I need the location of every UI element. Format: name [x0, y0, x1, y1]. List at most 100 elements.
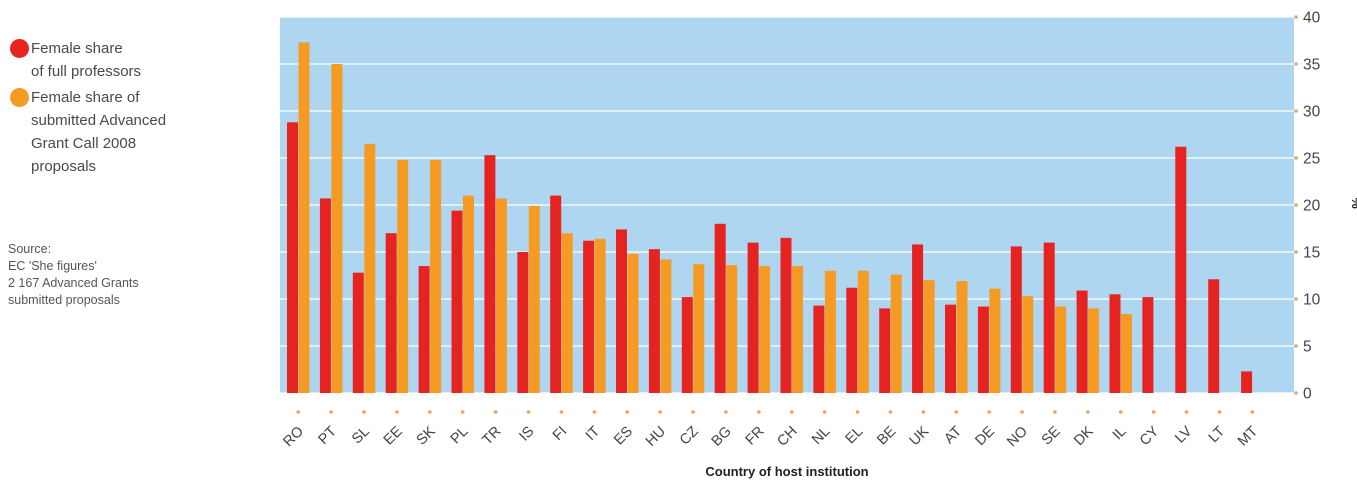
- x-tick-dot: [428, 410, 432, 414]
- x-tick-label: IL: [1110, 424, 1130, 444]
- bar-professors-pt: [319, 198, 331, 393]
- x-tick-label: BG: [709, 424, 735, 450]
- bar-professors-lv: [1175, 146, 1187, 393]
- legend-item-professors: Female share of full professors: [8, 37, 208, 83]
- y-tick-dot: [1294, 297, 1298, 301]
- bar-proposals-el: [857, 270, 869, 393]
- y-tick-dot: [1294, 156, 1298, 160]
- bar-professors-is: [517, 252, 529, 393]
- bar-professors-hu: [648, 249, 660, 393]
- y-tick-dot: [1294, 344, 1298, 348]
- bar-professors-de: [977, 306, 989, 393]
- y-tick-label: 5: [1303, 339, 1312, 356]
- y-tick-dot: [1294, 62, 1298, 66]
- x-tick-dot: [1217, 410, 1222, 414]
- bar-proposals-se: [1055, 306, 1067, 393]
- bar-proposals-pt: [331, 64, 343, 393]
- bar-professors-el: [846, 287, 858, 393]
- x-tick-dot: [1151, 410, 1156, 414]
- x-tick-dot: [1053, 410, 1057, 414]
- bar-proposals-es: [627, 253, 639, 393]
- legend-label: Female share of full professors: [31, 40, 142, 80]
- x-tick-label: PT: [316, 423, 341, 448]
- x-tick-dot: [888, 410, 893, 414]
- legend-swatch-red: [10, 39, 29, 58]
- x-tick-label: HU: [643, 424, 669, 450]
- y-tick-label: 25: [1303, 151, 1320, 168]
- bar-proposals-be: [890, 274, 902, 393]
- x-tick-label: ES: [611, 424, 636, 449]
- y-axis-title: %: [1349, 197, 1357, 209]
- bar-proposals-cz: [693, 264, 705, 393]
- bar-proposals-at: [956, 281, 968, 393]
- x-tick-dot: [658, 410, 662, 414]
- bar-proposals-nl: [824, 270, 836, 393]
- bar-professors-fr: [747, 242, 759, 393]
- bar-professors-cy: [1142, 297, 1154, 393]
- bar-proposals-fi: [561, 233, 573, 393]
- y-tick-label: 30: [1303, 104, 1321, 121]
- bar-professors-bg: [714, 223, 726, 393]
- x-tick-label: LT: [1206, 423, 1229, 446]
- x-tick-label: SL: [349, 424, 373, 448]
- bar-professors-sk: [418, 266, 430, 393]
- bar-professors-se: [1043, 242, 1055, 393]
- x-tick-label: CY: [1137, 423, 1163, 449]
- source-note: Source: EC 'She figures' 2 167 Advanced …: [8, 242, 139, 307]
- bar-proposals-pl: [463, 195, 474, 393]
- x-tick-label: AT: [941, 423, 965, 447]
- bar-proposals-sl: [364, 143, 376, 393]
- y-tick-label: 10: [1303, 292, 1321, 309]
- bar-professors-fi: [550, 195, 562, 393]
- x-tick-dot: [921, 410, 926, 414]
- bar-professors-it: [583, 240, 595, 393]
- x-axis-title: Country of host institution: [705, 464, 868, 479]
- bar-professors-no: [1010, 246, 1022, 393]
- x-tick-label: FR: [743, 424, 768, 449]
- y-tick-dot: [1294, 250, 1298, 254]
- x-tick-label: DE: [972, 423, 998, 449]
- bar-proposals-it: [594, 238, 606, 393]
- y-tick-label: 0: [1303, 386, 1312, 403]
- x-tick-dot: [592, 410, 597, 414]
- x-tick-dot: [757, 410, 761, 414]
- x-tick-dot: [559, 410, 564, 414]
- x-axis: RO PT SL EE SK PL TR IS FI IT ES HU CZ BG FR CH NL EL BE UK…: [280, 410, 1261, 450]
- bar-professors-mt: [1241, 371, 1253, 393]
- bar-professors-dk: [1076, 290, 1088, 393]
- x-tick-dot: [789, 410, 794, 414]
- x-tick-label: IS: [516, 424, 537, 445]
- chart-legend: Female share of full professors Female s…: [8, 37, 208, 181]
- x-tick-dot: [526, 410, 531, 414]
- x-tick-label: DK: [1071, 423, 1097, 449]
- x-tick-dot: [1020, 410, 1024, 414]
- x-tick-label: LV: [1172, 423, 1195, 446]
- x-tick-dot: [987, 410, 991, 414]
- bar-professors-es: [616, 229, 627, 393]
- bar-proposals-ch: [792, 266, 803, 393]
- bar-professors-ro: [287, 122, 298, 393]
- x-tick-dot: [855, 410, 860, 414]
- bar-proposals-fr: [759, 266, 771, 393]
- x-tick-dot: [691, 410, 695, 414]
- bar-professors-nl: [813, 305, 825, 393]
- bar-proposals-no: [1022, 296, 1034, 393]
- x-tick-label: IT: [583, 423, 604, 444]
- y-tick-label: 15: [1303, 245, 1320, 262]
- x-tick-label: CH: [774, 424, 800, 450]
- x-tick-dot: [329, 410, 333, 414]
- bar-professors-il: [1109, 294, 1121, 393]
- bar-proposals-hu: [660, 259, 672, 393]
- x-tick-label: EE: [381, 423, 406, 448]
- bar-professors-sl: [352, 272, 364, 393]
- bar-proposals-uk: [923, 280, 935, 393]
- x-tick-dot: [1086, 410, 1090, 414]
- bar-professors-be: [879, 308, 891, 393]
- x-tick-dot: [460, 410, 465, 414]
- y-tick-dot: [1294, 109, 1298, 113]
- x-tick-label: TR: [479, 424, 504, 449]
- x-tick-label: NL: [809, 424, 833, 448]
- x-tick-label: FI: [550, 424, 570, 444]
- bar-proposals-de: [989, 288, 1001, 393]
- x-tick-dot: [724, 410, 728, 414]
